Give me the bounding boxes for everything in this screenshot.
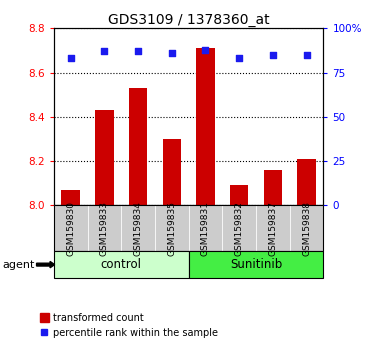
Bar [297, 159, 316, 205]
Bar [62, 190, 80, 205]
Bar [95, 110, 114, 205]
Text: GSM159830: GSM159830 [66, 201, 75, 256]
Bar [196, 48, 215, 205]
Point [169, 50, 175, 56]
Text: control: control [101, 258, 142, 271]
Point [303, 52, 310, 58]
Bar [230, 185, 248, 205]
Bar [264, 170, 282, 205]
Point [68, 56, 74, 61]
Text: Sunitinib: Sunitinib [230, 258, 282, 271]
Text: GSM159834: GSM159834 [134, 201, 142, 256]
Bar [162, 139, 181, 205]
Legend: transformed count, percentile rank within the sample: transformed count, percentile rank withi… [40, 313, 218, 338]
Text: GSM159831: GSM159831 [201, 201, 210, 256]
Point [236, 56, 242, 61]
Point [135, 48, 141, 54]
Text: agent: agent [2, 259, 34, 270]
Text: GSM159833: GSM159833 [100, 201, 109, 256]
Text: GSM159837: GSM159837 [268, 201, 277, 256]
Bar [129, 88, 147, 205]
Point [270, 52, 276, 58]
Title: GDS3109 / 1378360_at: GDS3109 / 1378360_at [108, 13, 270, 27]
Point [101, 48, 107, 54]
Point [203, 47, 209, 52]
Text: GSM159832: GSM159832 [235, 201, 244, 256]
Text: GSM159838: GSM159838 [302, 201, 311, 256]
Text: GSM159835: GSM159835 [167, 201, 176, 256]
